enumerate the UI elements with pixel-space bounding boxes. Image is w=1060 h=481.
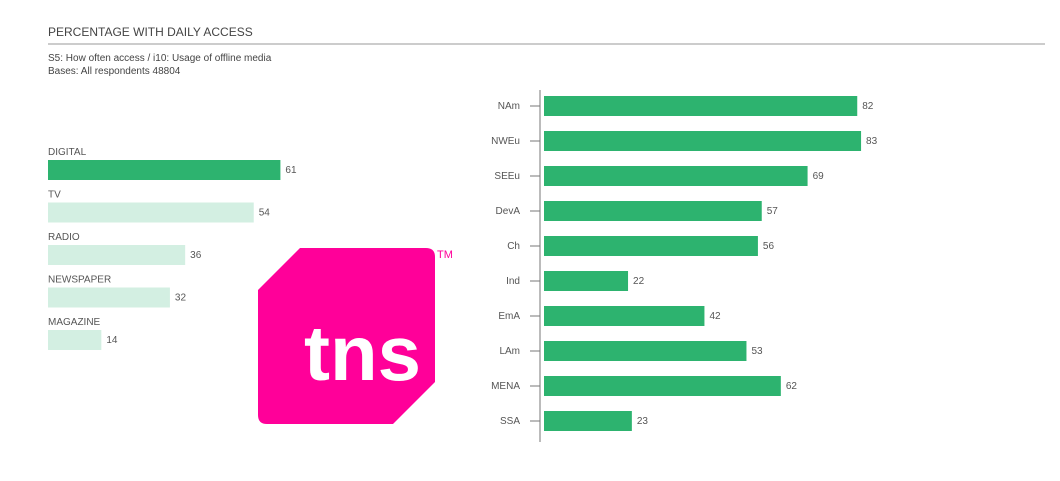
category-label: DevA (496, 206, 521, 217)
category-label: Ind (506, 276, 520, 287)
value-label: 56 (763, 241, 775, 252)
logo-text: tns (304, 309, 421, 397)
note: Bases: All respondents 48804 (48, 66, 181, 77)
value-label: 62 (786, 381, 798, 392)
logo-shape (258, 248, 435, 424)
value-label: 83 (866, 136, 878, 147)
bar (544, 341, 747, 361)
bar (544, 236, 758, 256)
category-label: LAm (499, 346, 520, 357)
bar (544, 306, 705, 326)
bar (544, 271, 629, 291)
bar (544, 166, 808, 186)
category-label: SEEu (494, 171, 520, 182)
category-label: MENA (491, 381, 520, 392)
bar (48, 330, 102, 350)
value-label: 22 (633, 276, 645, 287)
bar (544, 96, 858, 116)
charts: DIGITAL 61 TV 54 RADIO 36 NEWSPAPER 32 MAGAZINE 1… (48, 90, 878, 442)
category-label: NAm (498, 101, 520, 112)
category-label: NEWSPAPER (48, 275, 111, 286)
page-title: PERCENTAGE WITH DAILY ACCESS (48, 25, 253, 39)
value-label: 53 (751, 346, 763, 357)
logo-mark: TM (437, 249, 453, 261)
bar (48, 287, 170, 308)
bar (48, 245, 186, 265)
value-label: 61 (285, 165, 297, 176)
value-label: 57 (767, 206, 779, 217)
bar (48, 160, 281, 180)
bar (544, 411, 632, 431)
category-label: NWEu (491, 136, 520, 147)
value-label: 23 (637, 416, 649, 427)
category-label: SSA (500, 416, 520, 427)
logo-clip: tns (304, 309, 421, 397)
value-label: 36 (190, 250, 202, 261)
value-label: 54 (259, 208, 271, 219)
category-label: RADIO (48, 232, 80, 243)
category-label: TV (48, 190, 61, 201)
value-label: 82 (862, 101, 874, 112)
note: S5: How often access / i10: Usage of off… (48, 53, 272, 64)
bar (544, 201, 762, 221)
value-label: 42 (709, 311, 721, 322)
category-label: Ch (507, 241, 520, 252)
value-label: 32 (175, 293, 187, 304)
value-label: 14 (106, 335, 118, 346)
value-label: 69 (813, 171, 825, 182)
category-label: EmA (498, 311, 520, 322)
category-label: DIGITAL (48, 147, 87, 158)
bar (48, 202, 254, 223)
logo: tns TM (258, 248, 453, 424)
bar (544, 376, 781, 396)
category-label: MAGAZINE (48, 317, 101, 328)
bar (544, 131, 862, 151)
